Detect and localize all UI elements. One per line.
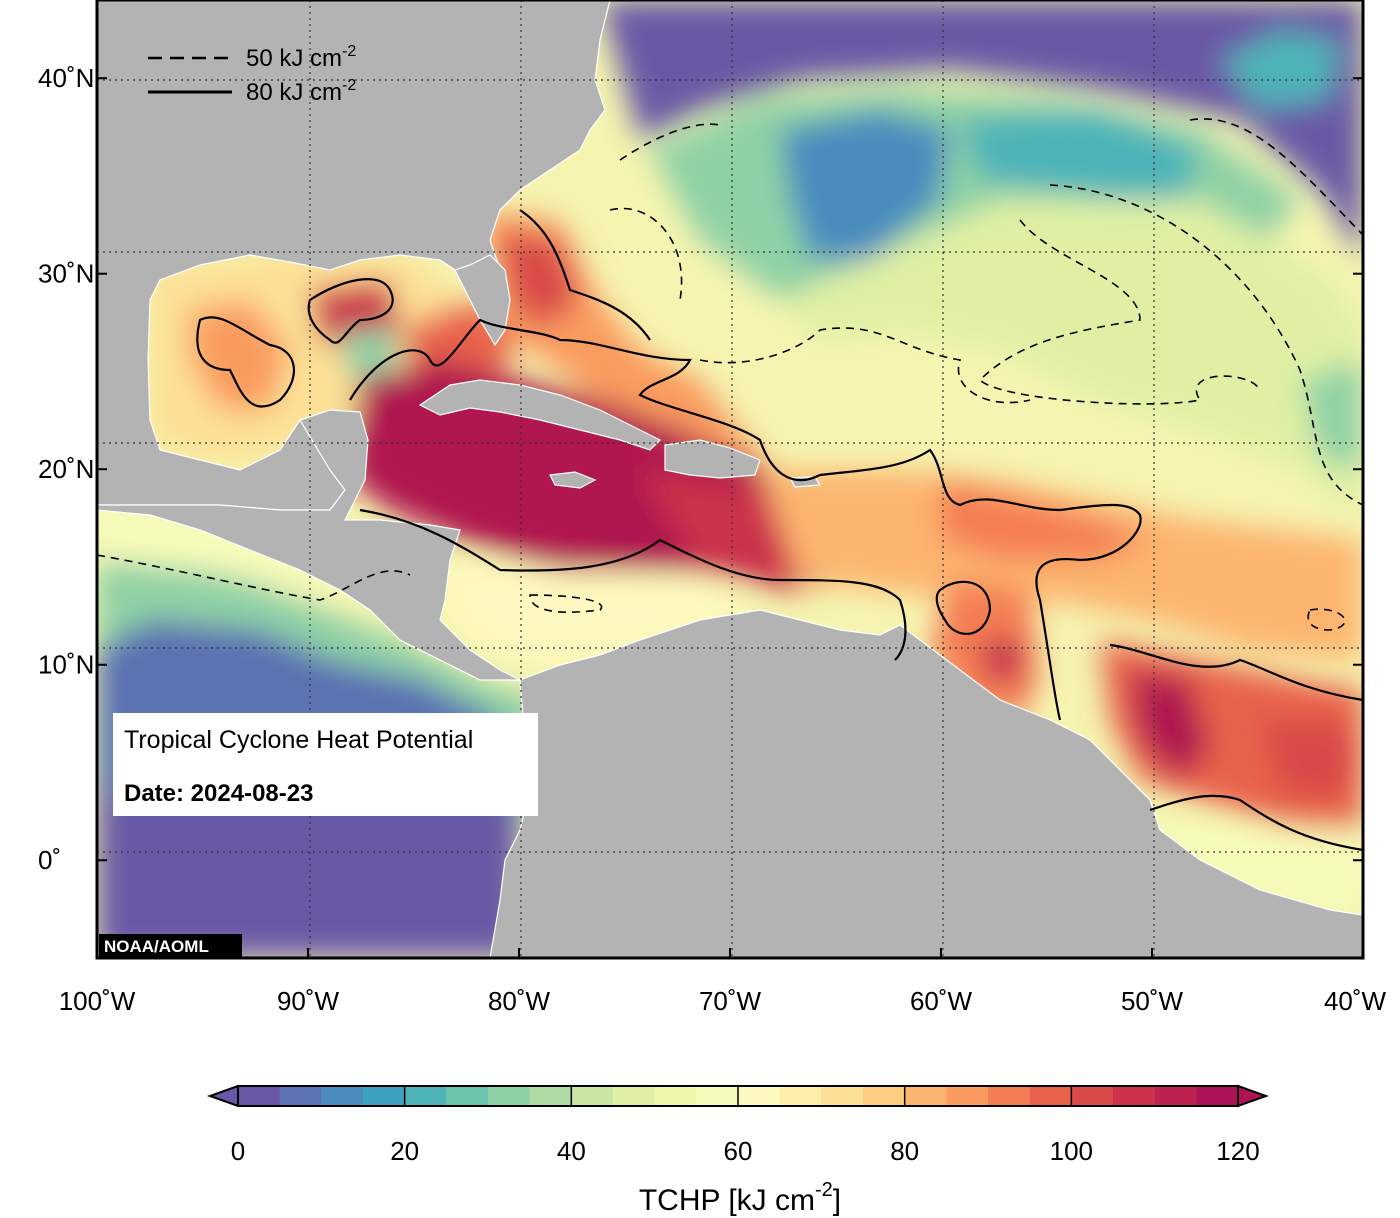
colorbar-tick-label: 40 — [557, 1136, 586, 1166]
colorbar-max-arrow — [1237, 1084, 1269, 1108]
colorbar-segment — [238, 1086, 281, 1106]
x-tick-label: 90˚W — [277, 986, 340, 1016]
colorbar-tick-label: 20 — [390, 1136, 419, 1166]
colorbar-segment — [363, 1086, 406, 1106]
colorbar-segment — [1196, 1086, 1239, 1106]
x-axis-labels: 100˚W 90˚W 80˚W 70˚W 60˚W 50˚W 40˚W — [59, 986, 1387, 1016]
x-tick-label: 40˚W — [1324, 986, 1387, 1016]
colorbar-segment — [446, 1086, 489, 1106]
colorbar-segment — [779, 1086, 822, 1106]
florida-land — [454, 254, 511, 347]
central-america-land — [97, 409, 521, 681]
info-box-background — [113, 713, 538, 816]
contour-legend: 50 kJ cm-2 80 kJ cm-2 — [148, 43, 356, 106]
credit-badge: NOAA/AOML — [99, 934, 242, 958]
colorbar-segment — [904, 1086, 947, 1106]
colorbar-tick-label: 0 — [231, 1136, 245, 1166]
jamaica-land — [549, 471, 597, 489]
x-tick-label: 100˚W — [59, 986, 136, 1016]
colorbar-segment — [279, 1086, 322, 1106]
colorbar-segment — [613, 1086, 656, 1106]
colorbar-segment — [571, 1086, 614, 1106]
x-tick-label: 50˚W — [1121, 986, 1184, 1016]
y-tick-label: 30˚N — [38, 259, 94, 289]
colorbar-title: TCHP [kJ cm-2] — [639, 1179, 841, 1217]
south-america-land — [489, 609, 1363, 958]
colorbar-segment — [321, 1086, 364, 1106]
colorbar-tick-label: 100 — [1050, 1136, 1093, 1166]
colorbar: 0 20 40 60 80 100 120 TCHP [kJ cm-2] — [207, 1084, 1269, 1217]
credit-text: NOAA/AOML — [104, 937, 209, 956]
colorbar-segment — [404, 1086, 447, 1106]
x-tick-label: 80˚W — [488, 986, 551, 1016]
y-tick-label: 10˚N — [38, 650, 94, 680]
credit-background — [99, 934, 242, 958]
legend-entry-solid: 80 kJ cm-2 — [246, 77, 356, 106]
x-tick-label: 60˚W — [910, 986, 973, 1016]
colorbar-segment — [988, 1086, 1031, 1106]
colorbar-min-arrow — [207, 1084, 239, 1108]
colorbar-segment — [654, 1086, 697, 1106]
y-tick-label: 40˚N — [38, 63, 94, 93]
colorbar-segment — [946, 1086, 989, 1106]
colorbar-segment — [821, 1086, 864, 1106]
colorbar-segment — [1029, 1086, 1072, 1106]
colorbar-segment — [738, 1086, 781, 1106]
colorbar-segments — [238, 1086, 1239, 1106]
contour-50 — [97, 118, 1363, 631]
colorbar-segment — [488, 1086, 531, 1106]
info-box-title: Tropical Cyclone Heat Potential — [124, 726, 473, 754]
y-axis-labels: 40˚N 30˚N 20˚N 10˚N 0˚ — [38, 63, 94, 875]
colorbar-segment — [1071, 1086, 1114, 1106]
x-tick-label: 70˚W — [699, 986, 762, 1016]
colorbar-segment — [1113, 1086, 1156, 1106]
info-box-date: Date: 2024-08-23 — [124, 780, 313, 807]
contour-80 — [196, 209, 1363, 852]
y-tick-label: 20˚N — [38, 454, 94, 484]
colorbar-segment — [696, 1086, 739, 1106]
legend-entry-dashed: 50 kJ cm-2 — [246, 43, 356, 72]
colorbar-segment — [529, 1086, 572, 1106]
y-tick-label: 0˚ — [38, 845, 61, 875]
colorbar-ticks: 0 20 40 60 80 100 120 — [231, 1086, 1260, 1166]
colorbar-tick-label: 60 — [724, 1136, 753, 1166]
colorbar-segment — [1154, 1086, 1197, 1106]
land-masses — [97, 0, 1363, 958]
tick-marks — [96, 77, 1364, 958]
info-box: Tropical Cyclone Heat Potential Date: 20… — [113, 713, 538, 816]
cuba-land — [418, 379, 662, 451]
colorbar-tick-label: 120 — [1216, 1136, 1259, 1166]
colorbar-segment — [863, 1086, 906, 1106]
colorbar-tick-label: 80 — [890, 1136, 919, 1166]
